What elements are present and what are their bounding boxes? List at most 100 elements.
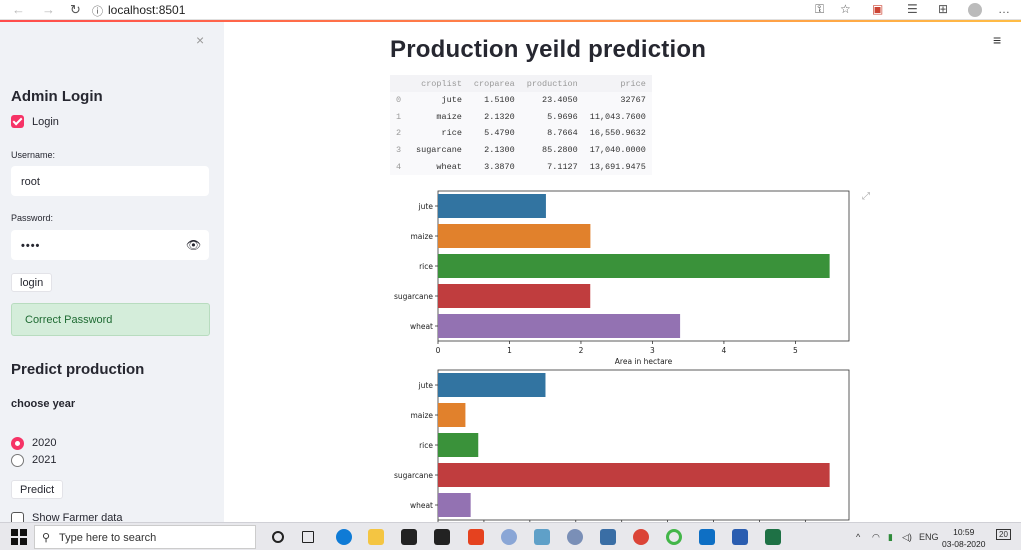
login-button[interactable]: login <box>11 273 53 292</box>
table-cell: 17,040.0000 <box>589 145 646 156</box>
windows-start-icon[interactable] <box>11 529 27 545</box>
table-row: 2 rice 5.4790 8.7664 16,550.9632 <box>390 125 652 142</box>
table-header-index <box>390 75 410 92</box>
show-farmer-checkbox[interactable] <box>11 512 24 522</box>
cortana-icon[interactable] <box>272 531 284 543</box>
table-cell: 85.2800 <box>542 145 578 156</box>
radio-2021[interactable] <box>11 454 24 467</box>
reload-icon[interactable]: ↻ <box>70 2 81 17</box>
table-cell: 2.1320 <box>484 111 515 122</box>
password-input[interactable]: •••• <box>11 230 209 260</box>
table-cell: 8.7664 <box>547 128 578 139</box>
r-icon[interactable] <box>501 529 517 545</box>
page-title: Production yeild prediction <box>390 36 707 63</box>
photos-icon[interactable] <box>600 529 616 545</box>
x-axis-label: Area in hectare <box>615 357 673 366</box>
edge-browser-icon[interactable] <box>336 529 352 545</box>
more-menu-icon[interactable]: … <box>998 2 1010 16</box>
clock[interactable]: 10:59 03-08-2020 <box>942 526 985 550</box>
bar-wheat <box>438 314 681 338</box>
address-bar[interactable]: localhost:8501 <box>108 3 186 17</box>
y-tick-label: rice <box>419 262 433 271</box>
chrome-icon[interactable] <box>633 529 649 545</box>
language-indicator[interactable]: ENG <box>919 532 939 542</box>
crop-area-chart: jute maize rice sugarcane wheat 0 1 2 3 4 5 Area in… <box>390 188 860 368</box>
bar-jute <box>438 194 546 218</box>
username-label: Username: <box>11 150 56 160</box>
file-explorer-icon[interactable] <box>368 529 384 545</box>
choose-year-heading: choose year <box>11 398 76 410</box>
dataframe-table: croplist croparea production price 0 jut… <box>390 75 652 175</box>
predict-button[interactable]: Predict <box>11 480 64 499</box>
table-header-croplist: croplist <box>410 75 468 92</box>
bar-wheat <box>438 493 471 517</box>
table-row: 3 sugarcane 2.1300 85.2800 17,040.0000 <box>390 142 652 159</box>
notification-center-icon[interactable]: 20 <box>996 529 1011 540</box>
radio-2020-label: 2020 <box>32 437 57 449</box>
extension-icon[interactable]: ▣ <box>872 2 884 16</box>
show-password-eye-icon[interactable]: 👁 <box>186 238 202 252</box>
clock-date: 03-08-2020 <box>942 539 986 549</box>
y-tick-label: sugarcane <box>394 292 433 301</box>
radio-2020[interactable] <box>11 437 24 450</box>
tray-chevron-icon[interactable]: ^ <box>856 532 861 542</box>
favorites-bar-icon[interactable]: ☰ <box>907 2 918 16</box>
table-row: 4 wheat 3.3870 7.1127 13,691.9475 <box>390 158 652 175</box>
sidebar: × Admin Login Login Username: root Passw… <box>0 22 224 522</box>
y-tick-label: maize <box>410 411 433 420</box>
collections-icon[interactable]: ⊞ <box>938 2 949 16</box>
success-alert: Correct Password <box>11 303 210 336</box>
volume-icon[interactable]: ◁) <box>902 532 912 542</box>
username-input[interactable]: root <box>11 166 209 196</box>
refresh-app-icon[interactable] <box>666 529 682 545</box>
office-icon[interactable] <box>468 529 484 545</box>
favorite-star-icon[interactable]: ☆ <box>840 2 851 16</box>
vscode-icon[interactable] <box>699 529 715 545</box>
y-tick-label: wheat <box>410 501 433 510</box>
mail-icon[interactable] <box>434 529 450 545</box>
table-header-croparea: croparea <box>467 75 521 92</box>
fullscreen-expand-icon[interactable]: ⤢ <box>862 191 870 202</box>
network-icon[interactable]: ◠ <box>872 532 880 542</box>
clock-time: 10:59 <box>953 527 975 537</box>
hamburger-menu-icon[interactable]: ≡ <box>993 32 1002 48</box>
table-cell: 23.4050 <box>542 95 578 106</box>
crop-production-chart: jute maize rice sugarcane wheat <box>390 368 860 523</box>
table-cell: 3 <box>396 145 402 156</box>
table-cell: 16,550.9632 <box>589 128 646 139</box>
close-sidebar-icon[interactable]: × <box>196 32 205 48</box>
excel-icon[interactable] <box>765 529 781 545</box>
back-icon[interactable]: ← <box>12 2 25 17</box>
bar-rice <box>438 254 830 278</box>
task-view-icon[interactable] <box>302 531 314 543</box>
forward-icon[interactable]: → <box>42 2 55 17</box>
table-cell: 4 <box>396 161 402 172</box>
profile-avatar[interactable] <box>968 3 982 17</box>
table-header-row: croplist croparea production price <box>390 75 652 92</box>
table-cell: maize <box>436 111 462 122</box>
table-cell: 1 <box>396 111 402 122</box>
table-cell: 7.1127 <box>547 161 578 172</box>
key-icon[interactable]: ⚿ <box>815 2 825 16</box>
x-tick-label: 1 <box>507 346 512 355</box>
site-info-icon[interactable]: ⓘ <box>92 6 103 18</box>
battery-icon[interactable]: ▮ <box>888 532 893 542</box>
taskbar-search-box[interactable]: ⚲ Type here to search <box>34 525 256 549</box>
rstudio-icon[interactable] <box>567 529 583 545</box>
y-tick-label: wheat <box>410 322 433 331</box>
bar-sugarcane <box>438 284 591 308</box>
table-header-price: price <box>583 75 652 92</box>
bar-rice <box>438 433 479 457</box>
windows-taskbar: ⚲ Type here to search ^ ◠ ▮ ◁) ENG 10:59… <box>0 522 1021 550</box>
store-icon[interactable] <box>401 529 417 545</box>
predict-production-heading: Predict production <box>11 361 145 378</box>
x-tick-label: 5 <box>793 346 798 355</box>
table-cell: 2.1300 <box>484 145 515 156</box>
login-checkbox-label: Login <box>32 116 59 128</box>
crop-area-chart-svg: jute maize rice sugarcane wheat 0 1 2 3 4 5 Area in… <box>394 190 850 366</box>
app-icon[interactable] <box>534 529 550 545</box>
snipping-icon[interactable] <box>732 529 748 545</box>
bar-jute <box>438 373 546 397</box>
login-checkbox[interactable] <box>11 115 24 128</box>
bar-sugarcane <box>438 463 830 487</box>
